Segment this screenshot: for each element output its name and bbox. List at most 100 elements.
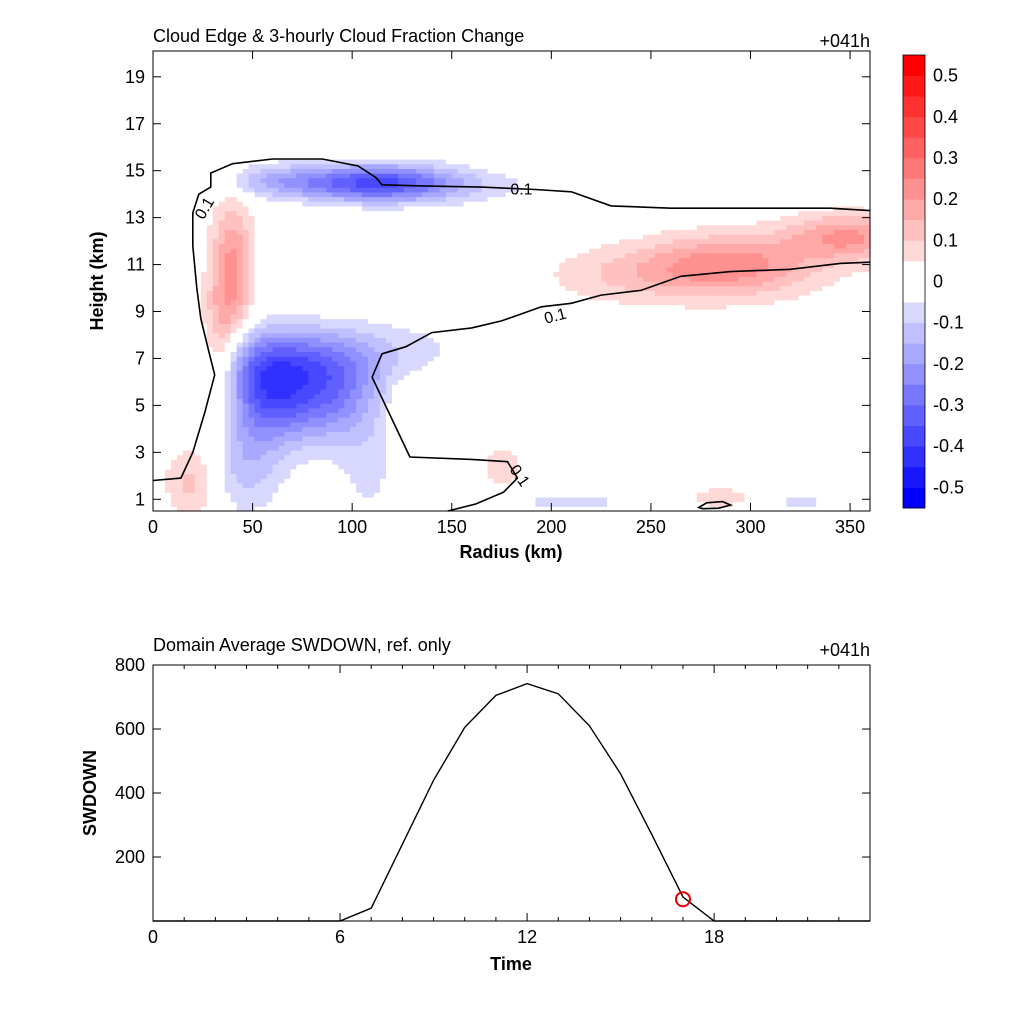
field-cell [188, 468, 196, 475]
field-cell [236, 374, 244, 381]
field-cell [392, 435, 399, 442]
field-cell [344, 163, 351, 169]
field-cell [230, 426, 238, 432]
field-cell [302, 379, 309, 385]
field-cell [254, 337, 262, 343]
field-cell [272, 454, 280, 460]
field-cell [164, 83, 172, 90]
field-cell [206, 149, 214, 155]
field-cell [176, 478, 184, 484]
field-cell [296, 74, 303, 80]
field-cell [242, 60, 250, 66]
field-cell [386, 384, 393, 390]
field-cell [260, 374, 268, 381]
field-cell [236, 426, 244, 432]
field-cell [248, 238, 256, 245]
field-cell [302, 313, 309, 320]
field-cell [326, 327, 333, 334]
field-cell [380, 266, 387, 273]
field-cell [290, 51, 297, 57]
field-cell [272, 318, 280, 324]
field-cell [392, 468, 399, 475]
field-cell [278, 492, 286, 498]
field-cell [230, 459, 238, 465]
field-cell [403, 243, 411, 249]
field-cell [386, 309, 393, 315]
field-cell [397, 163, 405, 169]
field-cell [374, 281, 381, 287]
field-cell [224, 130, 232, 137]
field-cell [362, 407, 369, 414]
field-cell [153, 158, 160, 165]
field-cell [380, 130, 387, 137]
field-cell [374, 327, 381, 334]
field-cell [254, 299, 262, 306]
field-cell [374, 487, 381, 493]
field-cell [176, 102, 184, 108]
field-cell [176, 83, 184, 90]
field-cell [403, 55, 411, 61]
field-cell [451, 102, 459, 108]
field-cell [409, 126, 417, 132]
field-cell [236, 238, 244, 245]
field-cell [409, 69, 417, 76]
field-cell [386, 454, 393, 460]
field-cell [158, 93, 166, 99]
field-cell [374, 435, 381, 442]
field-cell [314, 407, 321, 414]
field-cell [326, 65, 333, 71]
field-cell [392, 51, 399, 57]
field-cell [350, 417, 357, 423]
field-cell [451, 257, 459, 263]
field-cell [356, 285, 363, 291]
field-cell [368, 121, 375, 127]
field-cell [439, 55, 447, 61]
field-cell [421, 69, 429, 76]
field-cell [415, 257, 423, 263]
field-cell [266, 342, 274, 348]
field-cell [451, 121, 459, 127]
field-cell [332, 388, 339, 395]
field-cell [242, 295, 250, 301]
field-cell [344, 144, 351, 151]
field-cell [236, 248, 244, 254]
field-cell [397, 144, 405, 151]
field-cell [194, 187, 202, 193]
field-cell [278, 426, 286, 432]
field-cell [356, 271, 363, 277]
field-cell [296, 426, 303, 432]
field-cell [350, 238, 357, 245]
field-cell [153, 248, 160, 254]
field-cell [212, 60, 220, 66]
field-cell [439, 281, 447, 287]
field-cell [427, 299, 435, 306]
field-cell [230, 154, 238, 160]
field-cell [284, 323, 292, 329]
field-cell [386, 370, 393, 376]
field-cell [427, 252, 435, 259]
field-cell [332, 468, 339, 475]
field-cell [362, 313, 369, 320]
field-cell [374, 482, 381, 489]
field-cell [158, 51, 166, 57]
field-cell [320, 163, 327, 169]
field-cell [218, 116, 226, 122]
field-cell [182, 55, 190, 61]
field-cell [338, 445, 345, 451]
field-cell [254, 266, 262, 273]
field-cell [368, 393, 375, 399]
field-cell [194, 262, 202, 268]
field-cell [314, 266, 321, 273]
field-cell [368, 398, 375, 404]
field-cell [278, 252, 286, 259]
field-cell [386, 55, 393, 61]
field-cell [397, 374, 405, 381]
field-cell [356, 93, 363, 99]
field-cell [200, 295, 208, 301]
field-cell [212, 144, 220, 151]
field-cell [350, 407, 357, 414]
field-cell [176, 440, 184, 446]
field-cell [242, 449, 250, 456]
field-cell [248, 205, 256, 212]
field-cell [206, 187, 214, 193]
